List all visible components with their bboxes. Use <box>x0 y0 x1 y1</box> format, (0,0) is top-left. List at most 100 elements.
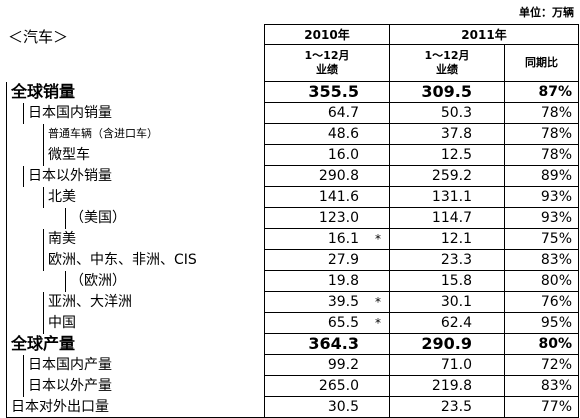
value: 65.5 <box>327 315 359 331</box>
value-2010: 65.5 * <box>264 312 390 334</box>
note-mark: * <box>375 316 381 330</box>
row-label: 全球销量 <box>8 82 265 103</box>
note-mark: * <box>375 295 381 309</box>
value: 27.9 <box>327 252 359 268</box>
data-row: （欧洲） 19.8 15.8 80% <box>6 270 579 292</box>
label-cell: 日本国内销量 <box>6 102 265 124</box>
value-2011: 12.5 <box>389 144 505 166</box>
label-cell: 全球销量 <box>6 81 265 103</box>
data-row: 日本对外出口量 30.5 23.5 77% <box>6 396 579 418</box>
data-row: 日本以外产量 265.0 219.8 83% <box>6 375 579 397</box>
value-2010: 355.5 <box>264 81 390 103</box>
ratio: 76% <box>504 291 579 313</box>
data-row: （美国） 123.0 114.7 93% <box>6 207 579 229</box>
row-label: 南美 <box>43 228 264 250</box>
value-2011: 114.7 <box>389 207 505 229</box>
label-cell: 日本对外出口量 <box>6 396 265 418</box>
ratio: 77% <box>504 396 579 418</box>
value-2011: 23.5 <box>389 396 505 418</box>
data-row: 南美 16.1 * 12.1 75% <box>6 228 579 250</box>
value-2011: 290.9 <box>389 333 505 355</box>
value-2010: 265.0 <box>264 375 390 397</box>
value: 141.6 <box>318 189 359 205</box>
data-row: 欧洲、中东、非洲、CIS 27.9 23.3 83% <box>6 249 579 271</box>
header-row: 2010年 2011年 <box>7 24 579 45</box>
value-2011: 309.5 <box>389 81 505 103</box>
data-row: 中国 65.5 * 62.4 95% <box>6 312 579 334</box>
period-header: 1～12月 业绩 <box>389 44 505 82</box>
section-title: ＜汽车＞ <box>8 28 69 46</box>
period: 1～12月 <box>304 49 350 62</box>
data-row: 日本国内产量 99.2 71.0 72% <box>6 354 579 376</box>
label-cell: 亚洲、大洋洲 <box>6 291 265 313</box>
ratio: 95% <box>504 312 579 334</box>
value-2010: 16.1 * <box>264 228 390 250</box>
result: 业绩 <box>436 63 458 76</box>
data-row: 微型车 16.0 12.5 78% <box>6 144 579 166</box>
data-row: 北美 141.6 131.1 93% <box>6 186 579 208</box>
ratio: 80% <box>504 333 579 355</box>
row-label: 日本国内产量 <box>23 354 264 376</box>
blank-cell <box>7 45 265 82</box>
value-2011: 71.0 <box>389 354 505 376</box>
period-header: 1～12月 业绩 <box>264 44 390 82</box>
ratio: 93% <box>504 186 579 208</box>
result: 业绩 <box>316 63 338 76</box>
value-2010: 99.2 <box>264 354 390 376</box>
label-cell: 欧洲、中东、非洲、CIS <box>6 249 265 271</box>
value-2011: 15.8 <box>389 270 505 292</box>
value-2011: 12.1 <box>389 228 505 250</box>
value-2011: 50.3 <box>389 102 505 124</box>
period: 1～12月 <box>424 49 470 62</box>
value: 99.2 <box>327 357 359 373</box>
value: 364.3 <box>308 334 359 354</box>
row-label: （美国） <box>65 207 264 229</box>
year-header: 2010年 <box>264 24 390 45</box>
row-label: 微型车 <box>43 144 264 166</box>
value: 16.0 <box>327 147 359 163</box>
value-2010: 27.9 <box>264 249 390 271</box>
label-cell: 南美 <box>6 228 265 250</box>
value: 48.6 <box>327 126 359 142</box>
value-2010: 48.6 <box>264 123 390 145</box>
label-cell: 微型车 <box>6 144 265 166</box>
row-label: 北美 <box>43 186 264 208</box>
value-2011: 259.2 <box>389 165 505 187</box>
year-header: 2011年 <box>389 24 579 45</box>
value-2010: 30.5 <box>264 396 390 418</box>
row-label: 普通车辆（含进口车） <box>43 123 264 145</box>
value-2011: 131.1 <box>389 186 505 208</box>
value: 39.5 <box>327 294 359 310</box>
value-2010: 64.7 <box>264 102 390 124</box>
blank-cell <box>7 25 265 45</box>
label-cell: 日本以外产量 <box>6 375 265 397</box>
label-cell: 中国 <box>6 312 265 334</box>
data-row: 亚洲、大洋洲 39.5 * 30.1 76% <box>6 291 579 313</box>
page: {"unit":"单位：万辆","section":"＜汽车＞", "heade… <box>6 6 579 418</box>
value-2010: 123.0 <box>264 207 390 229</box>
value-2011: 219.8 <box>389 375 505 397</box>
ratio: 83% <box>504 249 579 271</box>
ratio: 78% <box>504 102 579 124</box>
data-row: 全球销量 355.5 309.5 87% <box>6 81 579 103</box>
row-label: （欧洲） <box>65 270 264 292</box>
label-cell: 日本以外销量 <box>6 165 265 187</box>
value-2010: 290.8 <box>264 165 390 187</box>
ratio: 89% <box>504 165 579 187</box>
value: 16.1 <box>327 231 359 247</box>
table-body: 2010年 2011年 1～12月 业绩 1～12月 业绩 同期比 全球销量 355.… <box>6 24 579 418</box>
row-label: 欧洲、中东、非洲、CIS <box>43 249 264 271</box>
label-cell: 日本国内产量 <box>6 354 265 376</box>
value: 30.5 <box>327 399 359 415</box>
value-2010: 16.0 <box>264 144 390 166</box>
ratio: 75% <box>504 228 579 250</box>
value-2011: 23.3 <box>389 249 505 271</box>
value-2010: 141.6 <box>264 186 390 208</box>
subheader-row: 1～12月 业绩 1～12月 业绩 同期比 <box>7 44 579 82</box>
value: 123.0 <box>318 210 359 226</box>
row-label: 中国 <box>43 312 264 334</box>
row-label: 日本以外产量 <box>23 375 264 397</box>
ratio-header: 同期比 <box>504 44 579 82</box>
data-row: 全球产量 364.3 290.9 80% <box>6 333 579 355</box>
ratio: 78% <box>504 144 579 166</box>
